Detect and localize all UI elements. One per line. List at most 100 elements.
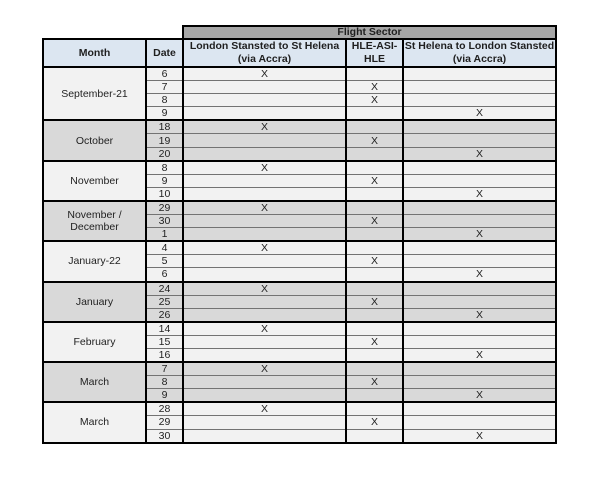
date-cell: 1 xyxy=(145,227,184,242)
month-cell: September-21 xyxy=(42,65,147,122)
empty-sector-cell xyxy=(401,159,558,175)
empty-sector-cell xyxy=(182,347,347,363)
empty-sector-cell xyxy=(182,106,347,121)
col-header-sector-outbound-line2: (via Accra) xyxy=(237,53,292,65)
flight-mark-cell: X xyxy=(401,267,558,282)
date-cell: 9 xyxy=(145,388,184,403)
flight-mark-cell: X xyxy=(345,415,404,430)
empty-sector-cell xyxy=(182,415,347,430)
date-cell: 29 xyxy=(145,415,184,430)
flight-mark-cell: X xyxy=(401,388,558,403)
table-row: January-22 4 X xyxy=(42,240,558,283)
table-row: 30 X xyxy=(43,428,558,444)
flight-mark-cell: X xyxy=(401,227,558,242)
col-header-sector-return: St Helena to London Stansted (via Accra) xyxy=(401,38,558,68)
empty-sector-cell xyxy=(345,361,404,376)
table-row: 19 X xyxy=(43,133,558,148)
date-cell: 8 xyxy=(145,375,184,389)
empty-sector-cell xyxy=(182,186,347,201)
empty-sector-cell xyxy=(401,280,558,296)
empty-sector-cell xyxy=(182,428,347,444)
blank-corner xyxy=(43,26,183,39)
date-cell: 7 xyxy=(145,361,184,376)
empty-sector-cell xyxy=(401,66,558,81)
flight-mark-cell: X xyxy=(182,159,347,175)
date-cell: 5 xyxy=(145,254,184,268)
table-row: 25 X xyxy=(43,294,558,309)
table-row: November 8 X xyxy=(42,159,558,202)
empty-sector-cell xyxy=(401,214,558,228)
table-row: 29 X xyxy=(43,415,558,430)
empty-sector-cell xyxy=(182,173,347,188)
empty-sector-cell xyxy=(182,214,347,228)
empty-sector-cell xyxy=(345,240,404,255)
empty-sector-cell xyxy=(182,254,347,268)
empty-sector-cell xyxy=(182,93,347,107)
empty-sector-cell xyxy=(401,320,558,336)
flight-mark-cell: X xyxy=(401,428,558,444)
empty-sector-cell xyxy=(345,307,404,322)
empty-sector-cell xyxy=(345,401,404,416)
table-row: October 18 X xyxy=(42,119,558,162)
empty-sector-cell xyxy=(345,227,404,242)
column-header-row: Month Date London Stansted to St Helena … xyxy=(42,38,558,68)
date-cell: 6 xyxy=(145,267,184,282)
empty-sector-cell xyxy=(401,93,558,107)
col-header-sector-outbound: London Stansted to St Helena (via Accra) xyxy=(182,38,347,68)
flight-mark-cell: X xyxy=(345,93,404,107)
col-header-sector-outbound-line1: London Stansted to St Helena xyxy=(189,40,340,52)
month-cell: March xyxy=(42,361,147,404)
flight-mark-cell: X xyxy=(182,401,347,416)
flight-sector-row: Flight Sector xyxy=(43,25,558,40)
empty-sector-cell xyxy=(345,347,404,363)
date-cell: 6 xyxy=(145,66,184,81)
month-cell: November / December xyxy=(42,199,147,243)
date-cell: 16 xyxy=(145,347,184,363)
flight-mark-cell: X xyxy=(182,199,347,215)
month-cell: February xyxy=(42,320,147,364)
flight-mark-cell: X xyxy=(345,133,404,148)
date-cell: 18 xyxy=(145,119,184,134)
table-row: September-21 6 X xyxy=(42,65,558,122)
table-row: 15 X xyxy=(43,334,558,349)
date-cell: 8 xyxy=(145,93,184,107)
empty-sector-cell xyxy=(345,199,404,215)
flight-mark-cell: X xyxy=(345,294,404,309)
empty-sector-cell xyxy=(345,146,404,161)
date-cell: 19 xyxy=(145,133,184,148)
empty-sector-cell xyxy=(345,388,404,403)
flight-mark-cell: X xyxy=(345,214,404,228)
date-cell: 30 xyxy=(145,214,184,228)
flight-mark-cell: X xyxy=(182,361,347,376)
table-row: February 14 X xyxy=(42,320,558,364)
date-cell: 9 xyxy=(145,106,184,121)
date-cell: 10 xyxy=(145,186,184,201)
flight-mark-cell: X xyxy=(401,347,558,363)
table-row: January 24 X xyxy=(42,280,558,323)
empty-sector-cell xyxy=(401,294,558,309)
table-row: 10 X xyxy=(43,186,558,201)
month-cell: March xyxy=(42,401,147,444)
empty-sector-cell xyxy=(182,294,347,309)
flight-mark-cell: X xyxy=(401,307,558,322)
date-cell: 29 xyxy=(145,199,184,215)
table-row: March 7 X xyxy=(42,361,558,404)
empty-sector-cell xyxy=(401,401,558,416)
empty-sector-cell xyxy=(401,119,558,134)
flight-mark-cell: X xyxy=(182,320,347,336)
month-cell: January-22 xyxy=(42,240,147,283)
table-row: March 28 X xyxy=(42,401,558,444)
month-cell: October xyxy=(42,119,147,162)
col-header-date: Date xyxy=(145,38,184,68)
empty-sector-cell xyxy=(345,428,404,444)
flight-sector-header: Flight Sector xyxy=(181,25,558,40)
empty-sector-cell xyxy=(182,267,347,282)
empty-sector-cell xyxy=(401,254,558,268)
col-header-sector-shuttle: HLE-ASI-HLE xyxy=(345,38,404,68)
